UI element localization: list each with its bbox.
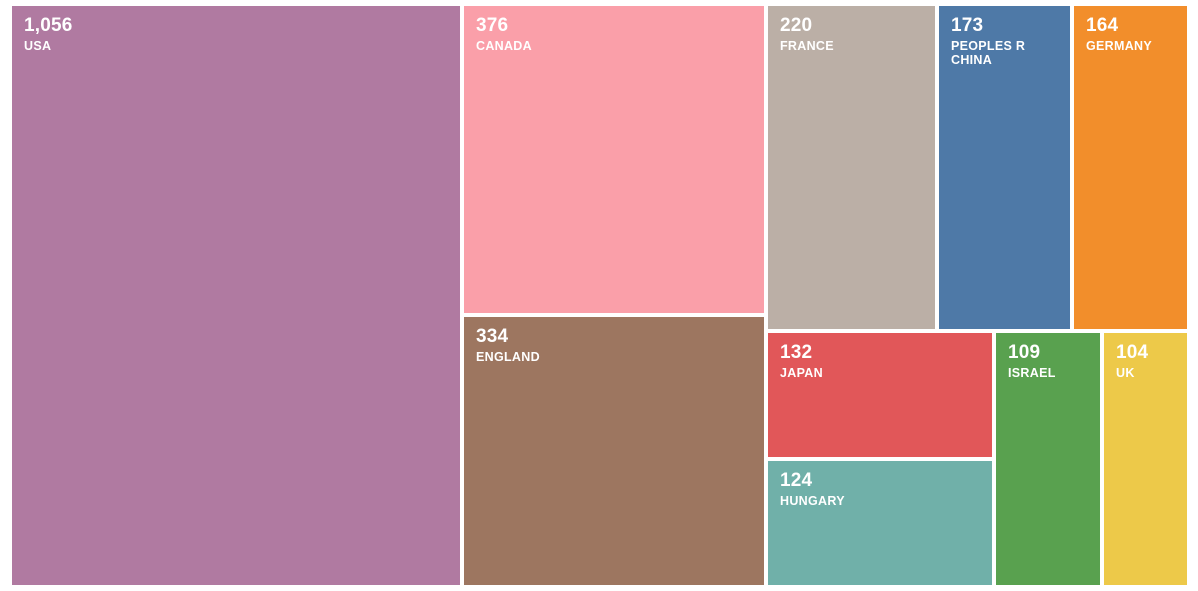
- cell-label: HUNGARY: [780, 494, 980, 508]
- cell-label: GERMANY: [1086, 39, 1175, 53]
- treemap-cell-germany[interactable]: 164 GERMANY: [1074, 6, 1187, 329]
- cell-label: PEOPLES R CHINA: [951, 39, 1058, 68]
- cell-value: 124: [780, 471, 980, 492]
- treemap-cell-israel[interactable]: 109 ISRAEL: [996, 333, 1100, 585]
- cell-value: 376: [476, 16, 752, 37]
- treemap-cell-france[interactable]: 220 FRANCE: [768, 6, 935, 329]
- cell-label: USA: [24, 39, 448, 53]
- treemap-cell-hungary[interactable]: 124 HUNGARY: [768, 461, 992, 585]
- treemap-cell-canada[interactable]: 376 CANADA: [464, 6, 764, 313]
- treemap-chart: 1,056 USA 376 CANADA 334 ENGLAND 220 FRANCE 173P…: [0, 0, 1198, 591]
- treemap-cell-uk[interactable]: 104 UK: [1104, 333, 1187, 585]
- cell-value: 132: [780, 343, 980, 364]
- cell-value: 173: [951, 16, 1058, 37]
- cell-value: 109: [1008, 343, 1088, 364]
- cell-label: UK: [1116, 366, 1175, 380]
- cell-value: 220: [780, 16, 923, 37]
- treemap-cell-england[interactable]: 334 ENGLAND: [464, 317, 764, 585]
- treemap-cell-japan[interactable]: 132 JAPAN: [768, 333, 992, 457]
- cell-label: CANADA: [476, 39, 752, 53]
- cell-label: ISRAEL: [1008, 366, 1088, 380]
- cell-value: 104: [1116, 343, 1175, 364]
- treemap-cell-china[interactable]: 173PEOPLES R CHINA: [939, 6, 1070, 329]
- cell-label: ENGLAND: [476, 350, 752, 364]
- treemap-cell-usa[interactable]: 1,056 USA: [12, 6, 460, 585]
- cell-label: FRANCE: [780, 39, 923, 53]
- cell-value: 1,056: [24, 16, 448, 37]
- cell-label: JAPAN: [780, 366, 980, 380]
- cell-value: 334: [476, 327, 752, 348]
- cell-value: 164: [1086, 16, 1175, 37]
